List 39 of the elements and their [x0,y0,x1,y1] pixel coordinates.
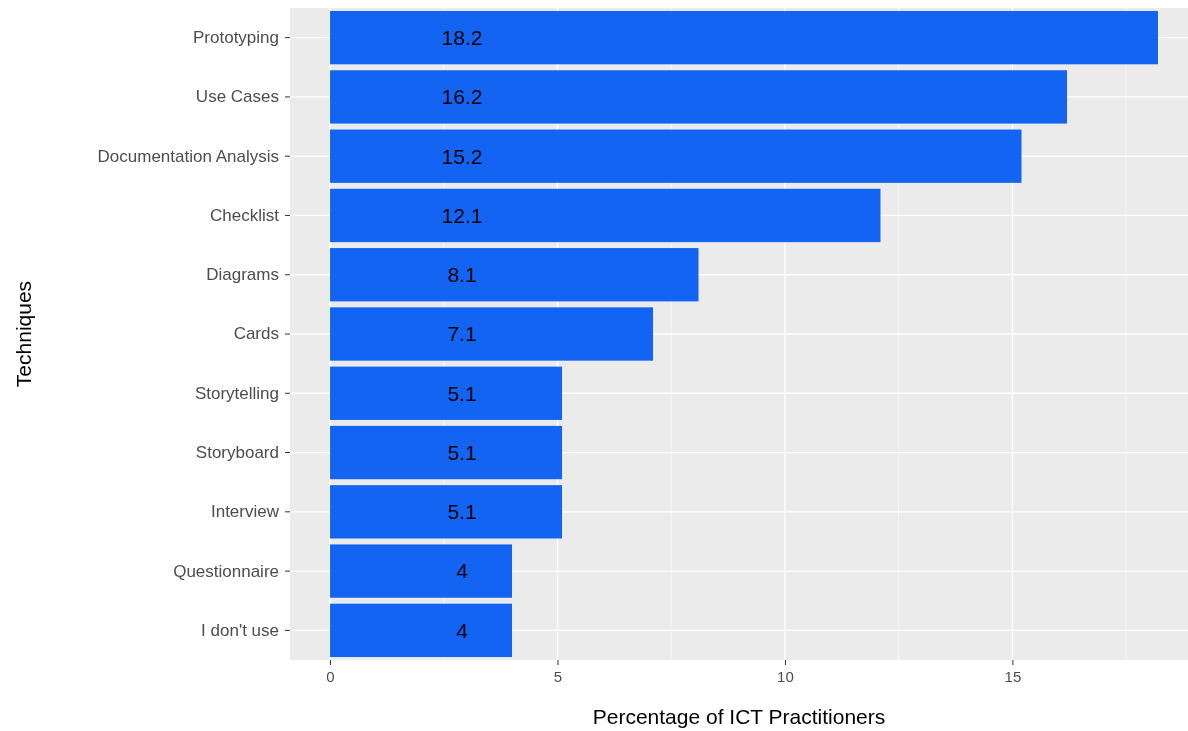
bar [330,307,654,361]
data-label: 7.1 [447,322,477,346]
data-label: 5.1 [447,440,477,464]
y-tick-label: Cards [233,324,279,344]
bar [330,248,699,302]
y-tick-label: I don't use [201,620,279,640]
y-axis-title: Techniques [12,280,35,388]
data-label: 5.1 [447,381,477,405]
data-label: 16.2 [441,85,483,109]
bar [330,603,512,658]
bar [330,366,563,420]
data-label: 4 [456,559,469,583]
y-tick-label: Interview [210,502,280,522]
data-label: 8.1 [447,263,477,287]
y-tick-label: Storyboard [195,442,279,462]
x-tick-label: 10 [777,667,794,685]
y-tick-label: Questionnaire [173,561,279,581]
bar [330,129,1022,183]
y-tick-label: Checklist [210,205,280,225]
bar [330,70,1067,124]
x-tick-label: 15 [1004,667,1022,685]
bar [330,425,563,480]
y-tick-label: Use Cases [195,87,279,107]
data-label: 12.1 [441,203,483,227]
data-label: 18.2 [441,25,483,49]
bar [330,485,563,539]
data-label: 4 [456,618,469,642]
x-axis-title: Percentage of ICT Practitioners [592,705,886,728]
data-label: 5.1 [447,500,477,524]
y-tick-label: Storytelling [194,383,279,403]
y-tick-label: Diagrams [206,265,279,285]
y-tick-label: Documentation Analysis [97,146,279,166]
bar [330,188,881,243]
bar [330,544,512,598]
data-label: 15.2 [441,144,483,168]
x-tick-label: 5 [553,667,563,685]
y-tick-label: Prototyping [193,28,279,48]
bar [330,10,1158,65]
x-tick-label: 0 [326,667,335,685]
